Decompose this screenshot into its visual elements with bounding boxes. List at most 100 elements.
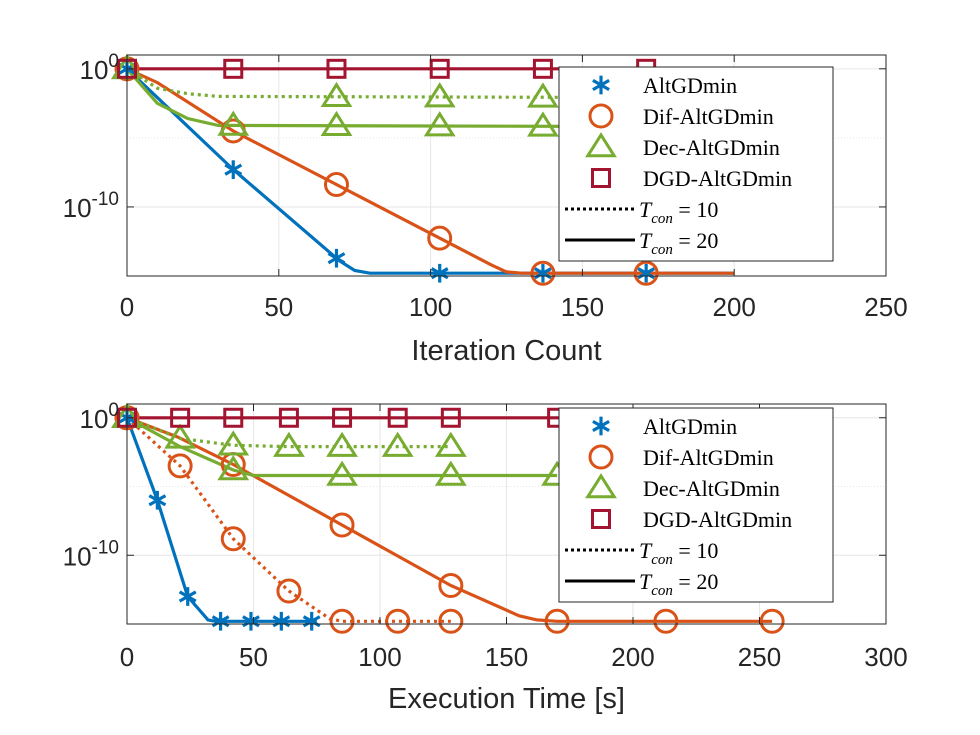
x-axis-label: Iteration Count [411,335,601,367]
legend-marker-dec-altgdmin [585,132,617,158]
x-tick-label: 0 [120,292,134,322]
point-dec-altgdmin [217,455,250,481]
legend-label: DGD-AltGDmin [643,507,792,532]
point-dgd-altgdmin [332,407,353,428]
legend-label-tcon: Tcon = 10 [639,197,718,227]
series-line-altgdmin-tcon20 [125,417,317,623]
legend-label: DGD-AltGDmin [643,166,792,191]
point-dec-altgdmin [217,110,250,136]
legend-label-tcon: Tcon = 20 [639,569,718,599]
y-tick-label: 10-10 [63,189,119,223]
point-altgdmin [148,490,167,510]
x-tick-label: 300 [864,642,907,672]
point-altgdmin-stroke [178,590,197,603]
point-dgd-altgdmin [170,407,191,428]
legend: AltGDmin Dif-AltGDmin Dec-AltGDmin DGD-AltG… [558,407,834,603]
legend-label: Dec-AltGDmin [643,476,780,501]
point-dif-altgdmin [329,512,355,538]
x-tick-label: 250 [738,642,781,672]
point-dec-altgdmin [326,431,358,457]
legend-marker-altgdmin-stroke [592,78,610,92]
series-line-dif-altgdmin-tcon10 [125,416,451,623]
point-dec-altgdmin [423,82,456,108]
point-dif-altgdmin [653,608,679,634]
x-tick-label: 50 [239,642,268,672]
legend-label-tcon: Tcon = 10 [639,538,718,568]
y-tick-label: 10-10 [63,537,119,571]
point-dgd-altgdmin [532,58,553,79]
point-dgd-altgdmin [326,58,347,79]
point-dgd-altgdmin [223,58,244,79]
series-line-dec-altgdmin-tcon20 [126,416,558,478]
point-dif-altgdmin [438,608,464,634]
point-dec-altgdmin [527,82,559,108]
legend-marker-altgdmin-stroke [592,419,610,433]
point-dif-altgdmin [323,172,349,198]
point-altgdmin-stroke [327,252,346,265]
point-dec-altgdmin [326,460,358,486]
point-dif-altgdmin [544,608,570,634]
x-tick-label: 150 [485,642,528,672]
legend-box [558,407,834,603]
legend-label: Dec-AltGDmin [643,135,780,160]
point-dgd-altgdmin [223,407,244,428]
point-dec-altgdmin [423,111,456,137]
y-tick-label: 100 [80,400,120,434]
point-dif-altgdmin [633,260,659,286]
point-dgd-altgdmin [387,407,408,428]
point-dec-altgdmin [164,423,197,449]
point-dif-altgdmin [427,225,453,251]
point-dif-altgdmin [759,608,785,634]
point-altgdmin [224,160,243,179]
point-dif-altgdmin [438,573,464,598]
x-tick-label: 0 [120,642,134,672]
x-tick-label: 250 [864,292,907,322]
axes-box [126,54,887,277]
legend-marker-dgd-altgdmin [591,168,611,188]
point-dif-altgdmin [329,608,355,634]
legend-label-tcon: Tcon = 20 [639,228,718,258]
point-dgd-altgdmin [440,407,461,428]
legend-marker-dgd-altgdmin [591,509,611,529]
legend-marker-altgdmin [592,75,610,95]
point-altgdmin [327,248,346,268]
point-dif-altgdmin [385,608,411,634]
x-tick-label: 50 [264,292,293,322]
point-dec-altgdmin [381,431,414,457]
point-dif-altgdmin [530,260,556,286]
point-dif-altgdmin [276,578,302,604]
legend-label: Dif-AltGDmin [643,445,774,470]
x-tick-label: 200 [611,642,654,672]
legend-marker-altgdmin [592,416,610,436]
point-dec-altgdmin [434,460,467,486]
legend-box [558,66,834,262]
legend-marker-dif-altgdmin [588,444,614,470]
series-line-dif-altgdmin-tcon20 [126,416,773,623]
point-dgd-altgdmin [429,58,450,79]
x-tick-label: 100 [358,642,401,672]
top-chart: 0 50 100 150 200 250 100 10-10 Iteration Count Al… [63,51,908,367]
bottom-chart: 0 50 100 150 200 250 300 100 10-10 Execution Time… [63,400,908,715]
point-dif-altgdmin [220,526,246,552]
point-dif-altgdmin [167,453,193,479]
point-altgdmin-stroke [224,163,243,176]
point-dec-altgdmin [320,81,353,108]
legend-marker-dec-altgdmin [585,473,617,499]
x-axis-label: Execution Time [s] [388,683,625,715]
point-dec-altgdmin [272,431,305,457]
legend: AltGDmin Dif-AltGDmin Dec-AltGDmin DGD-AltG… [558,66,834,262]
series-line-dif-altgdmin-tcon20 [126,67,735,275]
legend-label: Dif-AltGDmin [643,104,774,129]
x-tick-label: 150 [561,292,604,322]
point-altgdmin [178,587,197,606]
series-line-dec-altgdmin-tcon20 [125,67,735,129]
point-dec-altgdmin [434,431,467,457]
x-tick-label: 100 [409,292,452,322]
point-altgdmin-stroke [148,494,167,507]
point-dgd-altgdmin [278,407,299,428]
series-line-dec-altgdmin-tcon10 [126,416,451,449]
point-dec-altgdmin [217,430,250,456]
legend-label: AltGDmin [643,414,737,439]
x-tick-label: 200 [713,292,756,322]
